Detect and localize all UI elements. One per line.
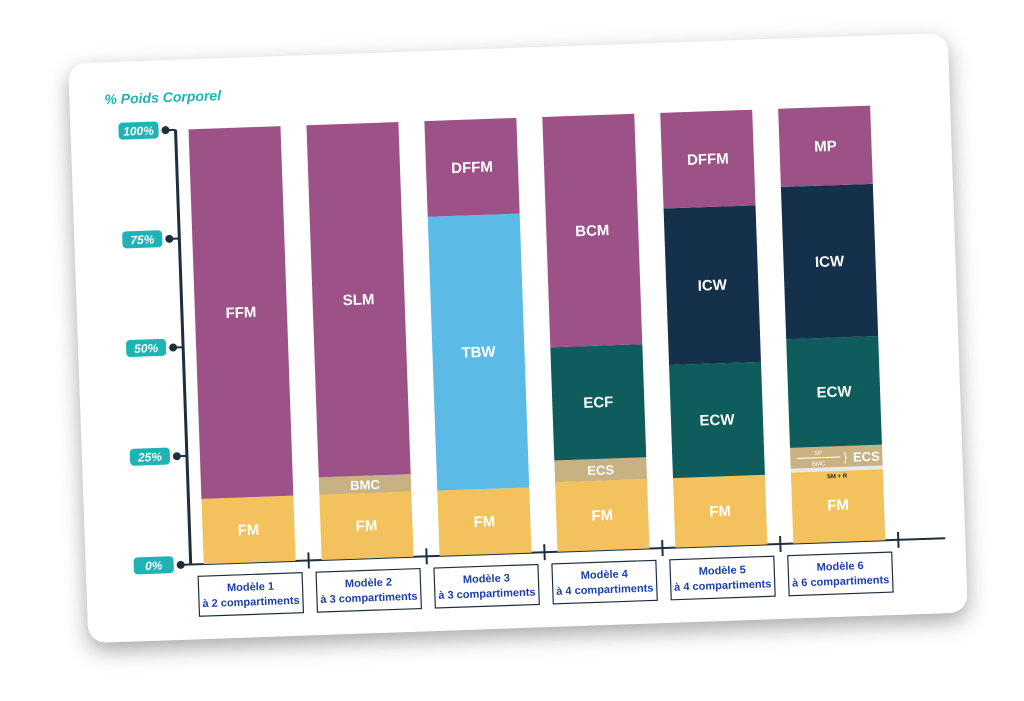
model-label-line1: Modèle 2 <box>345 577 392 591</box>
y-tick-badge <box>118 121 159 140</box>
model-label-box <box>669 555 776 601</box>
y-tick-badge <box>125 338 167 358</box>
segment-label: DFFM <box>687 150 729 168</box>
chart-card: % Poids Corporel 0% 25% 50% 75% 100% FM FFM Modè… <box>68 32 968 644</box>
y-tick-badge <box>129 447 171 466</box>
x-divider <box>661 540 664 557</box>
segment-label: ICW <box>697 277 728 295</box>
y-tick-badge <box>133 556 174 575</box>
segment-label: MP <box>814 138 837 156</box>
model-label-line2: à 6 compartiments <box>792 574 890 589</box>
segment-label: ECS <box>587 462 615 478</box>
bar-segment-fm <box>672 474 768 548</box>
segment-label: FM <box>709 503 731 521</box>
segment-label: FM <box>237 522 259 540</box>
y-tick-badge <box>122 230 163 249</box>
bar-segment-dffm <box>660 109 756 209</box>
sub-label: BMC <box>812 461 826 467</box>
y-tick-label: 25% <box>137 450 163 465</box>
model-label-box <box>551 559 658 605</box>
y-tick-label: 0% <box>145 559 163 574</box>
segment-label: FM <box>473 513 495 531</box>
model-label-line1: Modèle 5 <box>699 564 746 578</box>
segment-label: FM <box>827 497 849 515</box>
segment-label: FM <box>591 507 613 525</box>
segment-label: FM <box>355 517 377 535</box>
bar-segment-dffm <box>424 117 520 217</box>
x-divider <box>779 535 782 552</box>
bar-segment-tbw <box>427 213 530 491</box>
model-label-line1: Modèle 1 <box>227 581 274 595</box>
bar-segment-ecs <box>554 457 647 483</box>
sub-label: SM + R <box>827 474 848 481</box>
segment-label: BCM <box>575 222 610 240</box>
model-label-box <box>315 567 423 613</box>
bar-segment-icw <box>780 183 879 340</box>
x-divider <box>307 552 310 569</box>
bar-segment-ecw <box>669 361 765 479</box>
model-label-box <box>433 563 540 609</box>
brace-icon: } <box>843 450 848 464</box>
segment-label: ECS <box>853 449 881 465</box>
x-divider <box>896 531 900 548</box>
segment-label: BMC <box>350 477 381 493</box>
y-tick-label: 50% <box>134 341 159 356</box>
bar-segment-icw <box>663 205 761 366</box>
model-label-line2: à 3 compartiments <box>438 587 536 602</box>
segment-label: ECW <box>699 411 735 429</box>
bar-segment-fm <box>790 466 886 544</box>
segment-label: FFM <box>225 304 256 322</box>
bar-segment-fm <box>437 487 532 556</box>
mineral-band <box>790 465 883 473</box>
bar-segment-fm <box>319 491 414 560</box>
y-axis-title: % Poids Corporel <box>104 87 222 107</box>
bar-segment-ecf <box>550 344 647 461</box>
y-tick-label: 75% <box>130 232 155 247</box>
y-tick-dot <box>165 234 174 243</box>
bar-segment-mp <box>778 105 873 188</box>
bar-segment-fm <box>201 495 296 565</box>
model-label-line2: à 4 compartiments <box>674 578 772 593</box>
y-tick-label: 100% <box>123 124 154 139</box>
segment-label: TBW <box>461 343 497 361</box>
model-label-line2: à 2 compartiments <box>202 595 300 610</box>
model-label-line2: à 4 compartiments <box>556 582 654 597</box>
segment-label: ECW <box>816 383 852 401</box>
segment-label: SLM <box>342 291 374 309</box>
x-divider <box>425 548 428 565</box>
bar-segment-ffm <box>188 126 294 499</box>
bar-segment-bcm <box>542 113 643 348</box>
model-label-line2: à 3 compartiments <box>320 591 418 606</box>
model-label-line1: Modèle 6 <box>816 560 863 574</box>
bar-segment-slm <box>306 122 411 478</box>
bar-segment-ecw <box>786 335 882 448</box>
bar-segment-fm <box>555 478 650 552</box>
segment-label: ECF <box>583 394 614 412</box>
stacked-bar-chart: % Poids Corporel 0% 25% 50% 75% 100% FM FFM Modè… <box>104 87 946 617</box>
model-label-line1: Modèle 4 <box>581 568 629 582</box>
model-label-box <box>787 551 894 597</box>
sub-label: SP <box>814 451 822 457</box>
model-label-line1: Modèle 3 <box>463 572 510 586</box>
y-tick-dot <box>169 343 178 352</box>
segment-label: DFFM <box>451 159 493 177</box>
x-divider <box>543 544 546 561</box>
sub-divider <box>796 456 841 460</box>
segment-label: ICW <box>815 253 846 271</box>
bar-segment-bmc <box>318 474 412 495</box>
model-label-box <box>197 572 305 617</box>
